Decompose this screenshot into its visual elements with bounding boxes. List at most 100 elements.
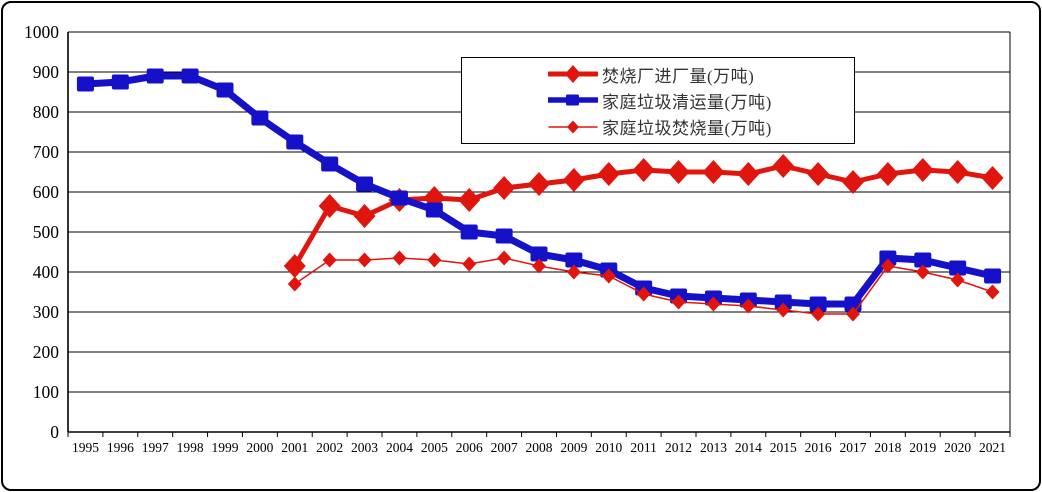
x-axis-label: 2007 xyxy=(491,440,518,455)
data-point-marker xyxy=(842,170,864,194)
data-point-marker xyxy=(497,250,512,266)
x-axis-label: 2014 xyxy=(735,440,762,455)
x-axis-label: 2001 xyxy=(281,440,308,455)
data-point-marker xyxy=(146,68,164,84)
data-point-marker xyxy=(76,76,94,92)
y-axis-label: 0 xyxy=(50,422,59,442)
data-point-marker xyxy=(985,284,1000,300)
data-point-marker xyxy=(950,272,965,288)
x-axis-label: 2018 xyxy=(874,440,901,455)
data-point-marker xyxy=(287,276,302,292)
data-point-marker xyxy=(702,160,725,184)
data-point-marker xyxy=(880,258,895,274)
x-axis-label: 2009 xyxy=(560,440,587,455)
data-point-marker xyxy=(460,224,478,240)
data-point-marker xyxy=(601,268,616,284)
x-axis-label: 2008 xyxy=(526,440,553,455)
data-point-marker xyxy=(283,254,306,278)
data-point-marker xyxy=(981,166,1004,190)
data-point-marker xyxy=(111,74,129,90)
data-point-marker xyxy=(879,250,897,266)
y-axis-label: 500 xyxy=(33,222,60,242)
data-point-marker xyxy=(425,202,443,218)
x-axis-label: 2006 xyxy=(456,440,483,455)
data-point-marker xyxy=(356,176,374,192)
data-point-marker xyxy=(353,204,376,228)
legend-red-thin-line-small-diamond-marker-icon xyxy=(548,117,598,137)
x-axis-label: 1996 xyxy=(107,440,134,455)
data-point-marker xyxy=(392,250,407,266)
data-point-marker xyxy=(949,260,967,276)
data-point-marker xyxy=(807,162,830,186)
legend-label: 家庭垃圾清运量(万吨) xyxy=(602,92,772,112)
x-axis-label: 2021 xyxy=(979,440,1006,455)
legend-marker-sample xyxy=(546,65,600,84)
legend-item-incineration-plant-intake: 焚烧厂进厂量(万吨) xyxy=(546,61,854,87)
data-point-marker xyxy=(774,294,792,310)
x-axis-label: 2012 xyxy=(665,440,692,455)
data-point-marker xyxy=(565,252,583,268)
data-point-marker xyxy=(562,168,585,192)
chart-legend: 焚烧厂进厂量(万吨) 家庭垃圾清运量(万吨) 家庭垃圾焚烧量(万吨) xyxy=(461,57,855,144)
data-point-marker xyxy=(911,158,934,182)
y-axis-label: 800 xyxy=(33,102,60,122)
data-point-marker xyxy=(390,190,408,206)
data-point-marker xyxy=(530,246,548,262)
data-point-marker xyxy=(809,296,827,312)
x-axis-label: 2010 xyxy=(595,440,622,455)
y-axis-label: 200 xyxy=(33,342,60,362)
data-point-marker xyxy=(737,162,760,186)
legend-label: 家庭垃圾焚烧量(万吨) xyxy=(602,119,772,139)
legend-marker-sample xyxy=(546,94,600,106)
data-point-marker xyxy=(566,264,581,280)
legend-label: 焚烧厂进厂量(万吨) xyxy=(602,66,755,86)
y-axis-label: 600 xyxy=(33,182,60,202)
data-point-marker xyxy=(427,252,442,268)
data-point-marker xyxy=(357,252,372,268)
data-point-marker xyxy=(776,302,791,318)
y-axis-label: 1000 xyxy=(24,22,59,42)
legend-marker-sample xyxy=(548,120,598,134)
data-point-marker xyxy=(706,296,721,312)
data-point-marker xyxy=(597,162,620,186)
data-point-marker xyxy=(181,68,199,84)
x-axis-label: 2004 xyxy=(386,440,413,455)
data-point-marker xyxy=(495,228,513,244)
data-point-marker xyxy=(632,158,655,182)
x-axis-label: 1995 xyxy=(72,440,99,455)
data-point-marker xyxy=(741,298,756,314)
x-axis-label: 2017 xyxy=(840,440,867,455)
data-point-marker xyxy=(876,162,899,186)
x-axis-label: 1999 xyxy=(212,440,239,455)
data-point-marker xyxy=(321,156,339,172)
legend-red-thick-line-diamond-marker-icon xyxy=(546,64,600,84)
data-point-marker xyxy=(532,258,546,274)
x-axis-label: 2005 xyxy=(421,440,448,455)
data-point-marker xyxy=(984,268,1002,284)
legend-item-household-waste-incinerated: 家庭垃圾焚烧量(万吨) xyxy=(548,114,854,140)
legend-blue-thick-line-square-marker-icon xyxy=(546,90,600,110)
y-axis-label: 100 xyxy=(33,382,60,402)
data-point-marker xyxy=(458,188,481,212)
data-point-marker xyxy=(915,264,930,280)
data-point-marker xyxy=(286,134,304,150)
data-point-marker xyxy=(914,252,932,268)
data-point-marker xyxy=(322,252,337,268)
data-point-marker xyxy=(216,82,234,98)
x-axis-label: 2016 xyxy=(805,440,832,455)
legend-square-marker xyxy=(566,94,579,106)
legend-item-household-waste-collected: 家庭垃圾清运量(万吨) xyxy=(546,87,854,113)
data-point-marker xyxy=(811,306,826,322)
legend-diamond-marker xyxy=(565,65,581,84)
data-point-marker xyxy=(772,154,795,178)
x-axis-label: 2011 xyxy=(630,440,657,455)
data-point-marker xyxy=(671,294,686,310)
data-point-marker xyxy=(636,286,651,302)
y-axis-label: 300 xyxy=(33,302,60,322)
series-2 xyxy=(287,250,1000,322)
data-point-marker xyxy=(528,172,550,196)
x-axis-label: 2013 xyxy=(700,440,727,455)
x-axis-label: 1997 xyxy=(142,440,169,455)
data-point-marker xyxy=(251,110,269,126)
x-axis-label: 2019 xyxy=(909,440,936,455)
